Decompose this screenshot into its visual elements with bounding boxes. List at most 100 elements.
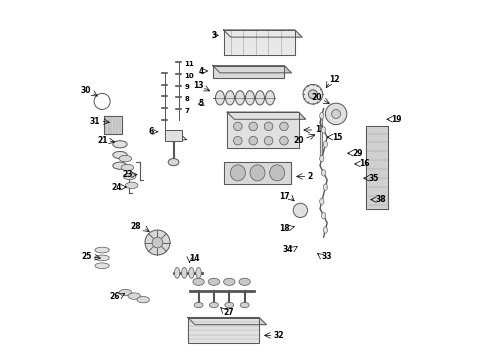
Ellipse shape <box>113 152 127 158</box>
Circle shape <box>264 122 273 131</box>
Text: 16: 16 <box>359 159 370 168</box>
Ellipse shape <box>193 278 204 285</box>
Ellipse shape <box>323 184 327 190</box>
Ellipse shape <box>319 112 324 119</box>
Ellipse shape <box>323 141 327 148</box>
Polygon shape <box>367 126 388 208</box>
Text: 18: 18 <box>279 224 290 233</box>
Ellipse shape <box>321 212 326 219</box>
Ellipse shape <box>319 198 324 204</box>
Text: 23: 23 <box>122 170 132 179</box>
Text: 28: 28 <box>131 222 142 231</box>
Polygon shape <box>104 116 122 134</box>
Ellipse shape <box>325 103 347 125</box>
Ellipse shape <box>208 278 220 285</box>
Ellipse shape <box>225 302 234 308</box>
Ellipse shape <box>113 141 127 148</box>
Text: 35: 35 <box>368 174 379 183</box>
Ellipse shape <box>230 165 245 181</box>
Ellipse shape <box>137 296 149 303</box>
Text: 38: 38 <box>375 195 386 204</box>
Ellipse shape <box>270 165 285 181</box>
Ellipse shape <box>95 247 109 253</box>
Ellipse shape <box>194 302 203 308</box>
Text: 3: 3 <box>211 31 217 40</box>
Text: 4: 4 <box>198 67 204 76</box>
Text: 10: 10 <box>184 73 194 79</box>
Text: 20: 20 <box>294 136 304 145</box>
Ellipse shape <box>332 109 341 118</box>
Text: 7: 7 <box>184 108 189 114</box>
Text: 8: 8 <box>184 96 189 102</box>
Text: 33: 33 <box>322 252 332 261</box>
Ellipse shape <box>145 230 170 255</box>
Ellipse shape <box>95 263 109 269</box>
Ellipse shape <box>113 162 127 169</box>
Text: 27: 27 <box>223 308 234 317</box>
Ellipse shape <box>174 267 180 278</box>
Polygon shape <box>223 162 292 184</box>
Polygon shape <box>223 30 302 37</box>
Text: 22: 22 <box>172 134 182 143</box>
Ellipse shape <box>216 91 224 105</box>
Circle shape <box>280 136 288 145</box>
Polygon shape <box>320 116 322 158</box>
Ellipse shape <box>240 302 249 308</box>
Text: 25: 25 <box>81 252 92 261</box>
Ellipse shape <box>250 165 265 181</box>
Polygon shape <box>213 66 292 73</box>
Ellipse shape <box>119 289 132 296</box>
Ellipse shape <box>168 158 179 166</box>
Polygon shape <box>188 318 259 342</box>
Ellipse shape <box>95 255 109 261</box>
Text: 34: 34 <box>283 245 293 254</box>
Text: 14: 14 <box>190 254 200 263</box>
Ellipse shape <box>293 203 308 217</box>
Text: 19: 19 <box>392 115 402 124</box>
Circle shape <box>264 136 273 145</box>
Text: 6: 6 <box>148 127 154 136</box>
Text: 2: 2 <box>308 172 313 181</box>
Ellipse shape <box>123 173 136 180</box>
Ellipse shape <box>196 267 201 278</box>
Ellipse shape <box>128 293 141 299</box>
Text: 21: 21 <box>97 136 107 145</box>
Polygon shape <box>165 130 182 141</box>
Text: 20: 20 <box>311 93 322 102</box>
Ellipse shape <box>236 91 245 105</box>
Ellipse shape <box>319 156 324 162</box>
Text: 1: 1 <box>315 126 320 135</box>
Ellipse shape <box>308 90 318 99</box>
Polygon shape <box>223 30 295 55</box>
Polygon shape <box>188 318 267 325</box>
Text: 32: 32 <box>273 331 284 340</box>
Text: 26: 26 <box>109 292 120 301</box>
Ellipse shape <box>209 302 219 308</box>
Ellipse shape <box>182 267 187 278</box>
Text: 12: 12 <box>329 76 340 85</box>
Text: 31: 31 <box>90 117 100 126</box>
Ellipse shape <box>266 91 274 105</box>
Polygon shape <box>227 112 306 119</box>
Ellipse shape <box>152 237 163 248</box>
Ellipse shape <box>323 227 327 233</box>
Ellipse shape <box>121 164 134 171</box>
Circle shape <box>249 136 258 145</box>
Ellipse shape <box>256 91 265 105</box>
Text: 9: 9 <box>184 85 189 90</box>
Text: 30: 30 <box>81 86 92 95</box>
Ellipse shape <box>119 156 132 162</box>
Circle shape <box>234 122 242 131</box>
Ellipse shape <box>321 170 326 176</box>
Text: 11: 11 <box>184 61 194 67</box>
Polygon shape <box>213 66 284 78</box>
Text: 29: 29 <box>352 149 363 158</box>
Ellipse shape <box>245 91 254 105</box>
Ellipse shape <box>125 182 138 189</box>
Text: 24: 24 <box>111 183 122 192</box>
Circle shape <box>249 122 258 131</box>
Ellipse shape <box>189 267 194 278</box>
Text: 5: 5 <box>198 99 204 108</box>
Circle shape <box>234 136 242 145</box>
Polygon shape <box>227 112 298 148</box>
